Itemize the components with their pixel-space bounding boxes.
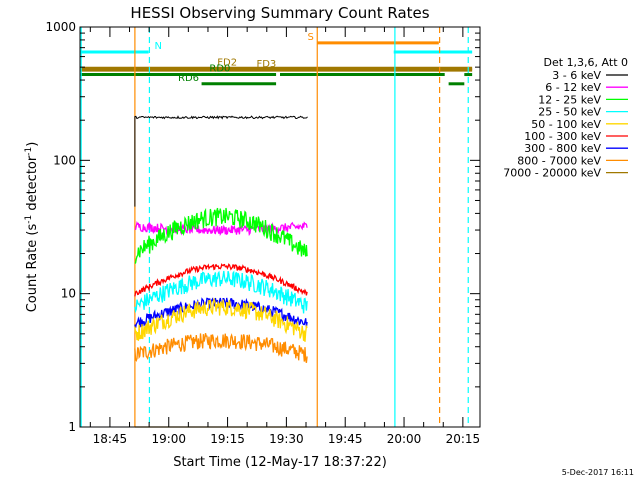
legend-entry: 100 - 300 keV: [524, 130, 601, 143]
vertical-markers: [80, 27, 469, 427]
x-tick-label: 20:00: [387, 432, 422, 446]
x-tick-label: 19:00: [151, 432, 186, 446]
legend-entry: 7000 - 20000 keV: [503, 167, 601, 180]
x-tick-label: 18:45: [93, 432, 128, 446]
series-line: [134, 263, 308, 297]
y-axis-label-sup2: -1: [24, 147, 34, 156]
flag-bars: N S FD2 FD3 RD0 RD6: [80, 32, 473, 86]
flag-bar-label: S: [307, 32, 313, 43]
legend-title: Det 1,3,6, Att 0: [544, 56, 628, 69]
x-tick-label: 19:15: [210, 432, 245, 446]
legend-entry: 12 - 25 keV: [538, 93, 601, 106]
y-axis-label-main: Count Rate (s: [25, 224, 40, 313]
chart-title: HESSI Observing Summary Count Rates: [130, 4, 429, 22]
legend-entry: 300 - 800 keV: [524, 142, 601, 155]
y-axis-label-mid: detector: [25, 155, 40, 215]
legend-entry: 3 - 6 keV: [552, 69, 601, 82]
x-tick-label: 19:45: [328, 432, 363, 446]
legend-entry: 6 - 12 keV: [545, 81, 601, 94]
y-tick-label: 1000: [45, 20, 76, 34]
y-axis-label-sup1: -1: [24, 215, 34, 224]
plot-frame: [79, 26, 481, 428]
y-tick-label: 100: [53, 153, 76, 167]
legend-entry: 800 - 7000 keV: [517, 154, 601, 167]
x-tick-label: 19:30: [269, 432, 304, 446]
legend-entry: 25 - 50 keV: [538, 106, 601, 119]
flag-bar-label: FD2: [217, 57, 237, 68]
x-axis: 18:45 19:00 19:15 19:30 19:45 20:00 20:15: [89, 27, 481, 446]
series-line: [134, 270, 308, 314]
flag-bar-label: RD0: [209, 64, 230, 75]
flag-bar-label: FD3: [256, 59, 276, 70]
flag-bar-label: RD6: [178, 73, 199, 84]
flag-bar-label: N: [155, 41, 162, 52]
y-axis: 1 10 100 1000: [45, 20, 480, 434]
y-tick-label: 10: [61, 287, 76, 301]
series-line: [134, 333, 308, 363]
legend-entry: 50 - 100 keV: [531, 118, 601, 131]
x-tick-label: 20:15: [446, 432, 481, 446]
x-axis-label: Start Time (12-May-17 18:37:22): [173, 455, 387, 470]
series-line: [134, 115, 308, 207]
series-line: [134, 207, 308, 264]
y-axis-label-end: ): [25, 142, 40, 147]
y-axis-label: Count Rate (s-1 detector-1): [24, 142, 40, 313]
timestamp: 5-Dec-2017 16:11: [562, 468, 634, 477]
series-group: [134, 115, 308, 428]
y-tick-label: 1: [68, 420, 76, 434]
series-line: [134, 220, 308, 237]
series-line: [134, 297, 308, 342]
